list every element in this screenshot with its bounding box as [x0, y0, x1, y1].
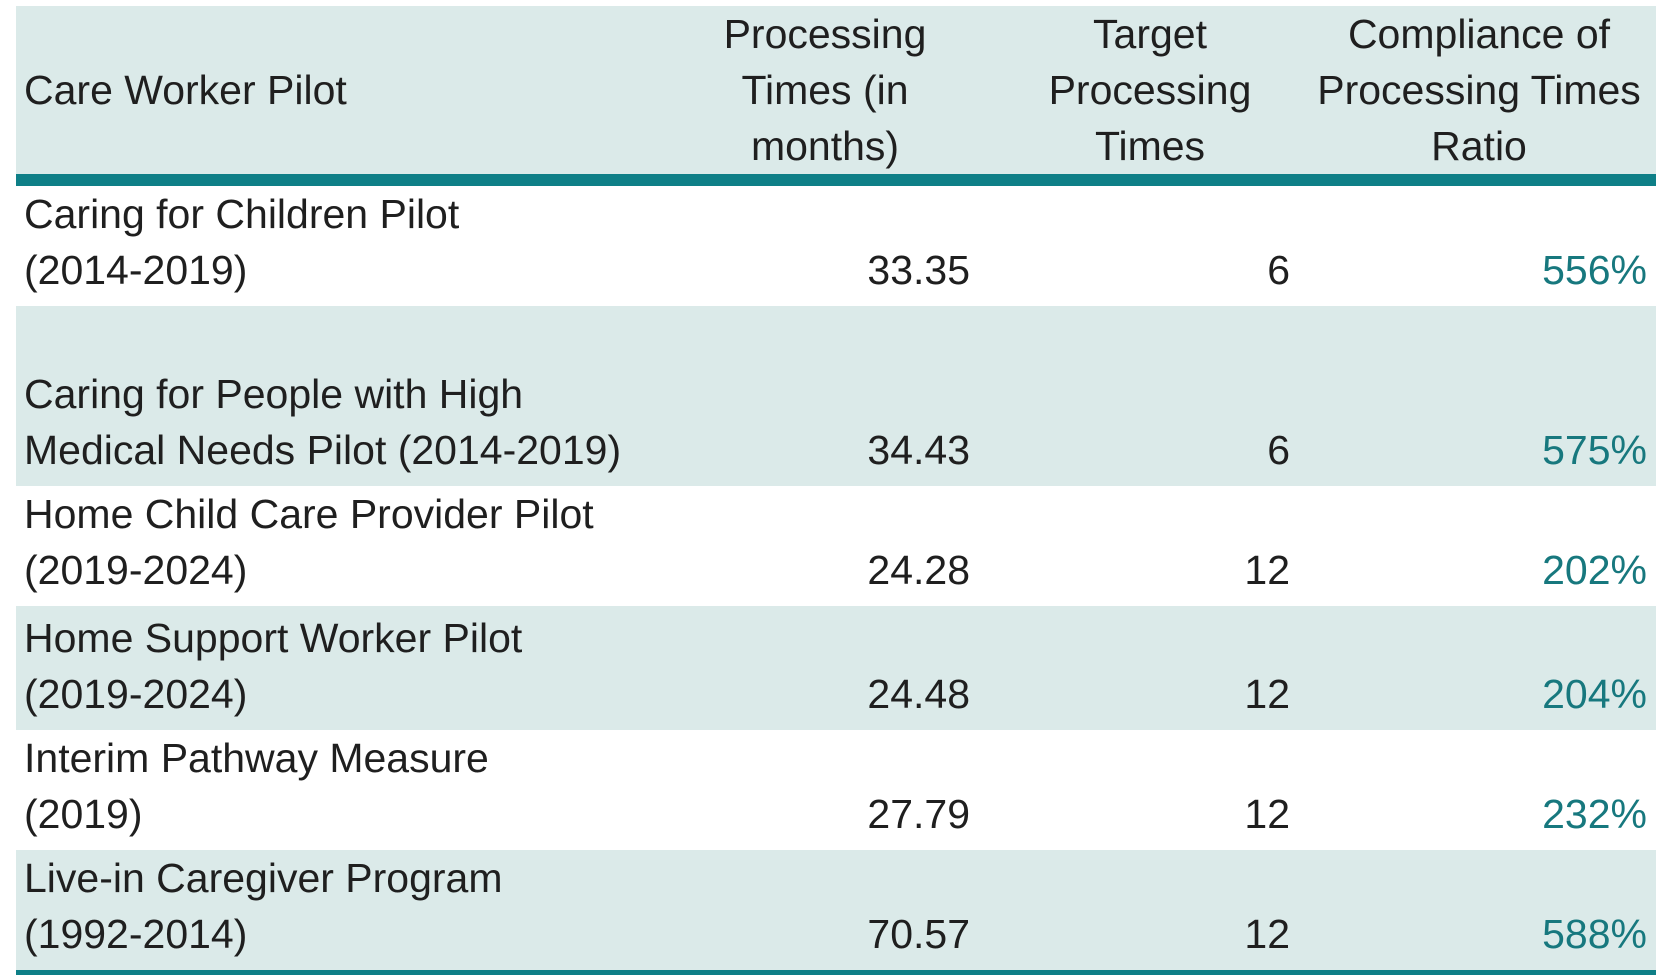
compliance-value: 575% [1542, 427, 1647, 473]
target-value: 6 [1267, 427, 1290, 473]
pilot-name: Live-in Caregiver Program (1992-2014) [16, 850, 660, 975]
table-row: Home Child Care Provider Pilot (2019-202… [16, 486, 1656, 606]
header-processing-times: Processing Times (in months) [660, 6, 990, 186]
processing-months-value: 34.43 [867, 427, 970, 473]
table-row: Caring for People with High Medical Need… [16, 306, 1656, 486]
target-value: 12 [1244, 791, 1290, 837]
table-row: Interim Pathway Measure (2019) 27.79 12 … [16, 730, 1656, 850]
compliance-value: 202% [1542, 547, 1647, 593]
compliance-value: 204% [1542, 671, 1647, 717]
compliance-value: 588% [1310, 850, 1656, 975]
table-row: Live-in Caregiver Program (1992-2014) 70… [16, 850, 1656, 975]
processing-months-value: 33.35 [867, 247, 970, 293]
compliance-value: 232% [1542, 791, 1647, 837]
pilot-name: Home Child Care Provider Pilot (2019-202… [24, 491, 594, 593]
pilot-name: Caring for Children Pilot (2014-2019) [24, 191, 460, 293]
compliance-value: 556% [1542, 247, 1647, 293]
table-body: Caring for Children Pilot (2014-2019) 33… [16, 180, 1656, 975]
target-value: 6 [1267, 247, 1290, 293]
pilot-name: Home Support Worker Pilot (2019-2024) [24, 615, 523, 717]
header-care-worker-pilot: Care Worker Pilot [16, 6, 660, 186]
pilot-name: Caring for People with High Medical Need… [24, 371, 622, 473]
processing-months-value: 24.28 [867, 547, 970, 593]
processing-months-value: 70.57 [660, 850, 990, 975]
table-row: Home Support Worker Pilot (2019-2024) 24… [16, 606, 1656, 730]
target-value: 12 [1244, 671, 1290, 717]
header-row: Care Worker Pilot Processing Times (in m… [16, 6, 1656, 186]
target-value: 12 [990, 850, 1310, 975]
pilot-name: Interim Pathway Measure (2019) [24, 735, 489, 837]
processing-months-value: 27.79 [867, 791, 970, 837]
header-target-processing-times: Target Processing Times [990, 6, 1310, 186]
target-value: 12 [1244, 547, 1290, 593]
header-compliance-ratio: Compliance of Processing Times Ratio [1310, 6, 1656, 186]
processing-times-table: Care Worker Pilot Processing Times (in m… [16, 6, 1656, 975]
table-row: Caring for Children Pilot (2014-2019) 33… [16, 180, 1656, 306]
table-header: Care Worker Pilot Processing Times (in m… [16, 6, 1656, 186]
processing-months-value: 24.48 [867, 671, 970, 717]
